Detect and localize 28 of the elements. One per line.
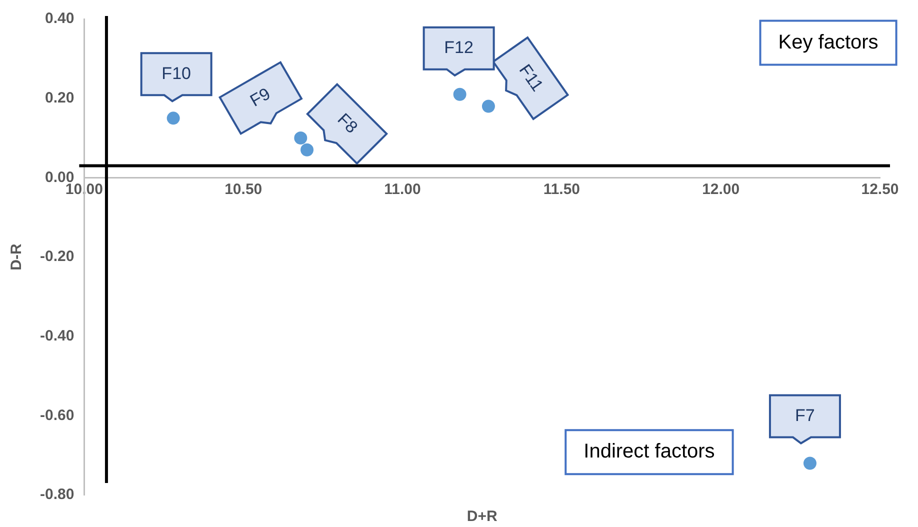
x-tick-label: 11.00 xyxy=(384,180,421,198)
annotation: Key factors xyxy=(778,31,878,54)
annotation: F8 xyxy=(334,110,362,138)
annotation: F9 xyxy=(246,84,274,110)
y-tick-label: -0.80 xyxy=(40,486,74,504)
point xyxy=(294,132,308,144)
y-tick-label: 0.20 xyxy=(44,89,74,106)
annotation: F10 xyxy=(162,64,191,83)
point xyxy=(482,100,495,113)
point xyxy=(803,456,816,470)
annotation: Indirect factors xyxy=(584,440,715,463)
y-tick-label: -0.20 xyxy=(40,248,74,266)
y-tick-label: -0.40 xyxy=(40,327,74,344)
y-axis-title: D-R xyxy=(8,244,26,270)
x-axis-title: D+R xyxy=(466,508,498,526)
y-tick-label: -0.60 xyxy=(40,406,74,424)
x-tick-label: 12.00 xyxy=(702,180,740,198)
annotation: F7 xyxy=(795,406,815,425)
point xyxy=(453,88,466,101)
y-tick-label: 0.40 xyxy=(44,10,74,28)
x-tick-label: 10.50 xyxy=(224,180,262,198)
x-tick-label: 11.50 xyxy=(543,180,580,198)
point xyxy=(300,143,314,156)
annotation: F11 xyxy=(515,60,547,95)
x-tick-label: 10.00 xyxy=(65,180,103,198)
point xyxy=(166,112,180,125)
annotation: F12 xyxy=(444,38,474,58)
x-tick-label: 12.50 xyxy=(861,180,899,198)
